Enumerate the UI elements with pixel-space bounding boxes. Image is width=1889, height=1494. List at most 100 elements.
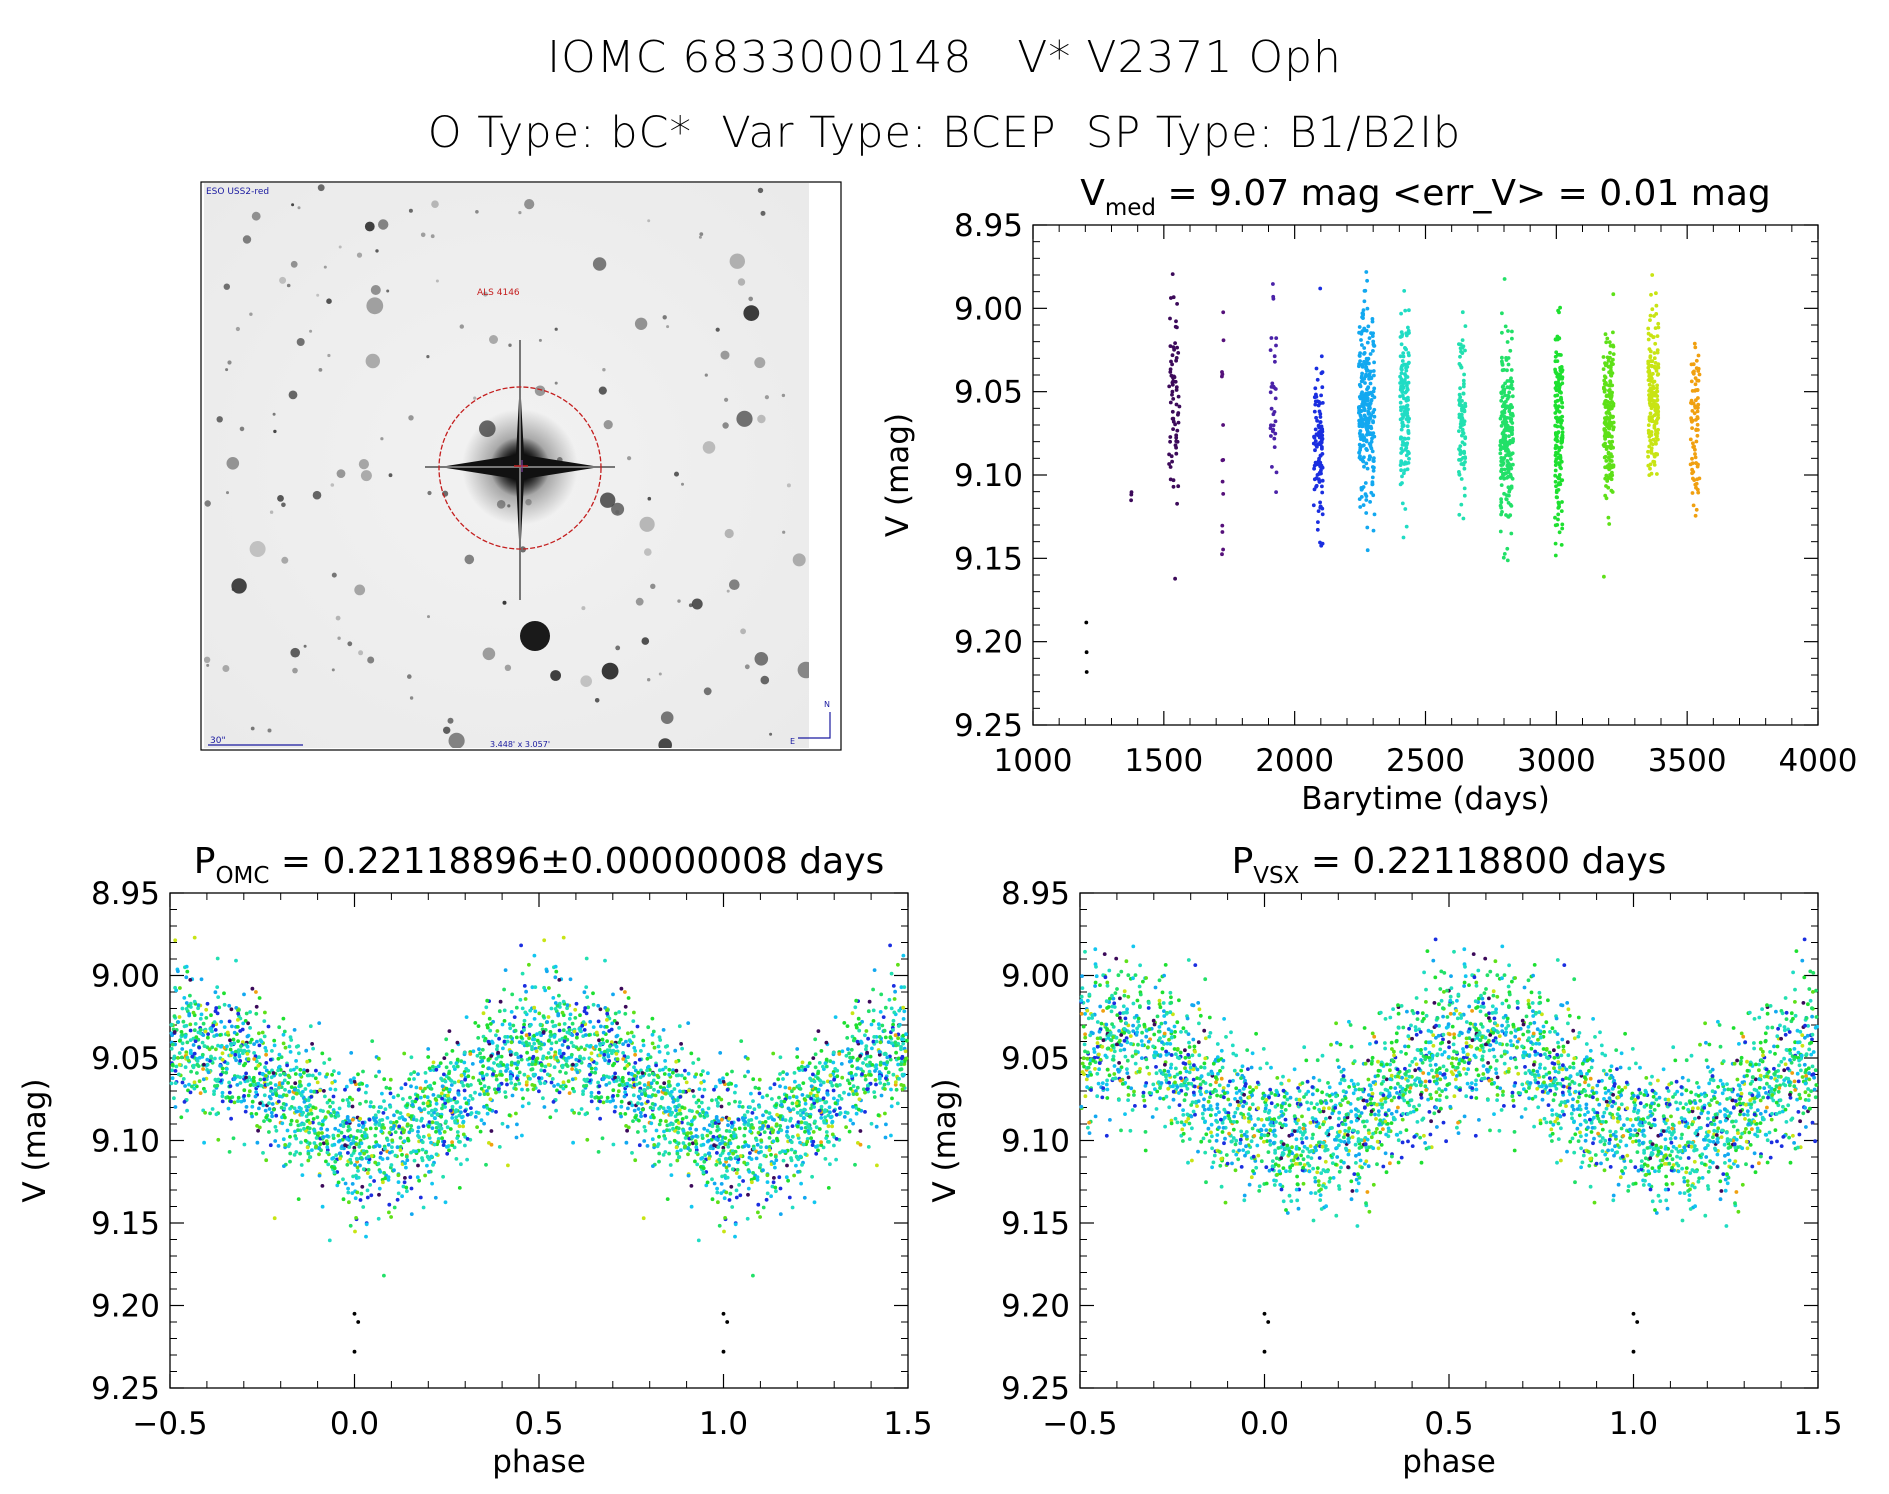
background-star: [347, 641, 353, 647]
phase-omc-point: [593, 1070, 598, 1075]
lightcurve-point: [1370, 334, 1375, 338]
lightcurve-point: [1611, 330, 1615, 335]
phase-omc-point: [552, 1065, 557, 1070]
lightcurve-point: [1175, 345, 1179, 350]
phase-omc-point: [731, 1130, 736, 1135]
lightcurve-point: [1501, 435, 1506, 439]
phase-omc-point: [528, 1076, 532, 1081]
phase-omc-point: [276, 1068, 280, 1073]
phase-omc-point: [208, 1111, 213, 1116]
phase-omc-point: [646, 1052, 651, 1057]
lightcurve-point: [1611, 404, 1616, 408]
phase-omc-point: [326, 1110, 331, 1114]
phase-omc-point: [184, 1007, 189, 1011]
background-star: [272, 412, 276, 416]
lightcurve-point: [1399, 446, 1404, 451]
lightcurve-point: [1499, 497, 1503, 502]
phase-omc-point: [337, 1071, 341, 1076]
lightcurve-point: [1407, 456, 1411, 461]
lightcurve-point: [1317, 456, 1321, 461]
phase-omc-point: [767, 1111, 772, 1115]
background-star: [602, 368, 606, 372]
lightcurve-point: [1689, 362, 1694, 367]
lightcurve-point: [1653, 365, 1657, 369]
lightcurve-point: [1696, 405, 1700, 410]
phase-omc-point: [684, 1115, 689, 1120]
lightcurve-point: [1461, 391, 1466, 396]
lightcurve-point: [1506, 393, 1510, 398]
phase-omc-point: [834, 1137, 839, 1141]
phase-omc-point: [403, 1161, 407, 1166]
lightcurve-point: [1559, 543, 1564, 547]
phase-omc-point: [264, 1052, 268, 1057]
phase-omc-point: [657, 1151, 662, 1156]
lightcurve-point: [1653, 341, 1658, 346]
phase-omc-point: [402, 1139, 407, 1144]
phase-omc-point: [728, 1191, 733, 1196]
background-star: [216, 416, 223, 423]
lightcurve-point: [1311, 503, 1316, 508]
lightcurve-point: [1170, 409, 1175, 414]
lightcurve-point: [1511, 413, 1515, 418]
phase-omc-point: [262, 1077, 267, 1082]
phase-omc-point: [475, 1125, 479, 1129]
phase-omc-point: [757, 1077, 762, 1082]
lightcurve-point: [1554, 490, 1559, 495]
phase-omc-point: [267, 1130, 271, 1134]
phase-omc-point: [627, 1077, 632, 1082]
lightcurve-point: [1606, 450, 1611, 455]
lightcurve-point: [1606, 431, 1611, 435]
phase-omc-point: [651, 1029, 656, 1034]
phase-omc-point: [455, 1130, 460, 1134]
phase-omc-point: [198, 1031, 203, 1036]
lightcurve-point: [1400, 501, 1405, 506]
phase-omc-point: [276, 1144, 281, 1148]
phase-omc-point: [625, 1128, 629, 1133]
phase-omc-point: [512, 1015, 517, 1019]
lightcurve-point: [1499, 500, 1504, 505]
lightcurve-point: [1457, 415, 1462, 420]
phase-omc-point: [676, 1073, 681, 1078]
phase-omc-point: [747, 1169, 752, 1174]
phase-omc-point: [574, 1057, 579, 1062]
phase-omc-point: [268, 1143, 273, 1148]
phase-omc-point: [255, 1140, 260, 1145]
phase-omc-point: [369, 1100, 373, 1105]
phase-omc-point: [883, 1005, 888, 1010]
background-star: [331, 668, 335, 672]
phase-omc-point: [665, 1197, 670, 1201]
lightcurve-point: [1361, 443, 1366, 448]
phase-omc-point: [884, 1122, 888, 1127]
phase-omc-point: [277, 1025, 282, 1030]
lightcurve-point: [1318, 412, 1323, 416]
phase-omc-point: [416, 1072, 420, 1076]
phase-omc-point: [818, 1079, 823, 1083]
lightcurve-point: [1649, 292, 1653, 297]
phase-omc-point: [879, 1093, 884, 1098]
lightcurve-point: [1608, 380, 1613, 385]
figure-title-line1: IOMC 6833000148 V* V2371 Oph: [547, 32, 1342, 83]
lightcurve-point: [1367, 336, 1372, 340]
phase-omc-point: [292, 1067, 296, 1072]
lightcurve-point: [1560, 418, 1564, 423]
phase-omc-point: [242, 1088, 247, 1093]
phase-omc-point: [573, 1016, 578, 1020]
phase-omc-point: [322, 1061, 327, 1065]
lightcurve-point: [1647, 368, 1652, 373]
lightcurve-point: [1319, 427, 1324, 431]
phase-omc-point: [409, 1072, 413, 1076]
lightcurve-point: [1602, 374, 1607, 379]
phase-omc-point: [479, 1118, 484, 1123]
lightcurve-point: [1611, 425, 1616, 430]
lightcurve-point: [1607, 420, 1612, 425]
phase-omc-point: [650, 1137, 655, 1142]
phase-omc-point: [796, 1170, 800, 1174]
phase-omc-point: [480, 1047, 485, 1052]
phase-omc-point: [205, 1001, 210, 1006]
phase-omc-point: [872, 1035, 877, 1039]
lightcurve-point: [1649, 433, 1654, 437]
background-star: [754, 652, 769, 666]
lightcurve-point: [1365, 278, 1369, 283]
phase-omc-point: [395, 1197, 400, 1202]
phase-omc-point: [554, 1108, 558, 1113]
